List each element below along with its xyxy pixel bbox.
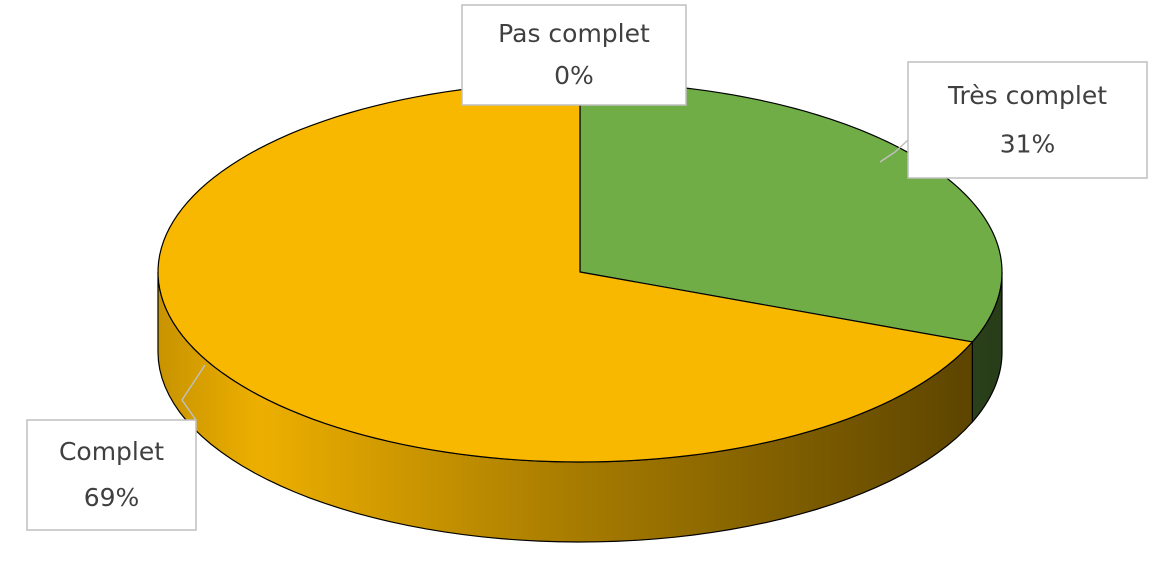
label-box — [461, 4, 687, 106]
data-label-value: 31% — [1000, 130, 1056, 159]
data-label-value: 0% — [554, 61, 594, 90]
leader-line — [879, 139, 909, 163]
leader-line — [181, 364, 206, 421]
data-label-name: Complet — [59, 437, 164, 466]
label-box — [26, 419, 197, 531]
data-label-name: Très complet — [947, 81, 1107, 110]
data-label-name: Pas complet — [498, 19, 650, 48]
slice — [157, 81, 973, 463]
side-shade — [972, 272, 1002, 422]
label-box — [907, 61, 1148, 179]
data-label-value: 69% — [84, 483, 140, 512]
side-shade — [158, 272, 973, 542]
